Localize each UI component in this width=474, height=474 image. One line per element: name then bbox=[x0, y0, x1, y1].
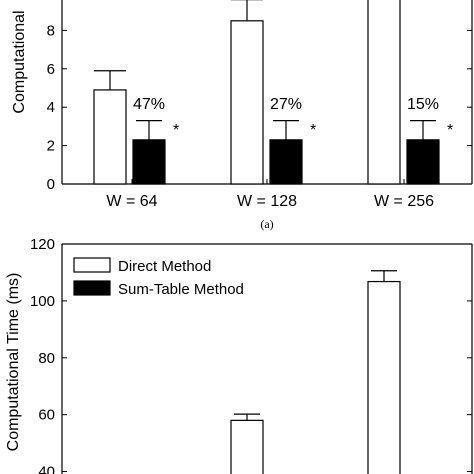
chart-a-direct-bar bbox=[93, 89, 127, 185]
chart-a-category-label: W = 256 bbox=[374, 193, 434, 210]
chart-a-direct-bar bbox=[230, 20, 264, 185]
chart-a-percent-label: 15% bbox=[407, 96, 439, 113]
chart-b-direct-bar bbox=[367, 280, 401, 474]
chart-a-ytick-label: 8 bbox=[47, 22, 55, 39]
chart-a-direct-bar bbox=[367, 0, 401, 185]
chart-b-direct-bar bbox=[230, 419, 264, 474]
chart-a-significance-marker: * bbox=[447, 122, 453, 139]
chart-a-ytick-label: 2 bbox=[47, 138, 55, 155]
chart-a-caption: (a) bbox=[260, 217, 273, 231]
chart-a-y-axis-title: Computational bbox=[11, 10, 28, 113]
chart-a-sumtable-bar bbox=[269, 139, 303, 185]
chart-a-percent-label: 27% bbox=[270, 96, 302, 113]
legend-label-direct: Direct Method bbox=[118, 258, 211, 275]
chart-a-sumtable-bar bbox=[132, 139, 166, 185]
legend-swatch-sumtable bbox=[73, 280, 111, 296]
chart-b-ytick-label: 60 bbox=[38, 407, 55, 424]
chart-b-y-axis-title: Computational Time (ms) bbox=[5, 273, 22, 452]
chart-b-ytick-label: 120 bbox=[30, 236, 55, 253]
chart-a-ytick-label: 0 bbox=[47, 176, 55, 193]
chart-a-percent-label: 47% bbox=[133, 96, 165, 113]
chart-b-ytick-label: 80 bbox=[38, 350, 55, 367]
chart-a-ytick-label: 4 bbox=[47, 99, 55, 116]
chart-a-sumtable-bar bbox=[406, 139, 440, 185]
chart-a-significance-marker: * bbox=[310, 122, 316, 139]
chart-b-ytick-label: 40 bbox=[38, 464, 55, 474]
chart-a-category-label: W = 64 bbox=[106, 193, 157, 210]
chart-a-significance-marker: * bbox=[173, 122, 179, 139]
chart-a-category-label: W = 128 bbox=[237, 193, 297, 210]
chart-b-ytick-label: 100 bbox=[30, 293, 55, 310]
legend-swatch-direct bbox=[73, 257, 111, 273]
chart-a-ytick-label: 6 bbox=[47, 61, 55, 78]
legend-label-sumtable: Sum-Table Method bbox=[118, 281, 244, 298]
